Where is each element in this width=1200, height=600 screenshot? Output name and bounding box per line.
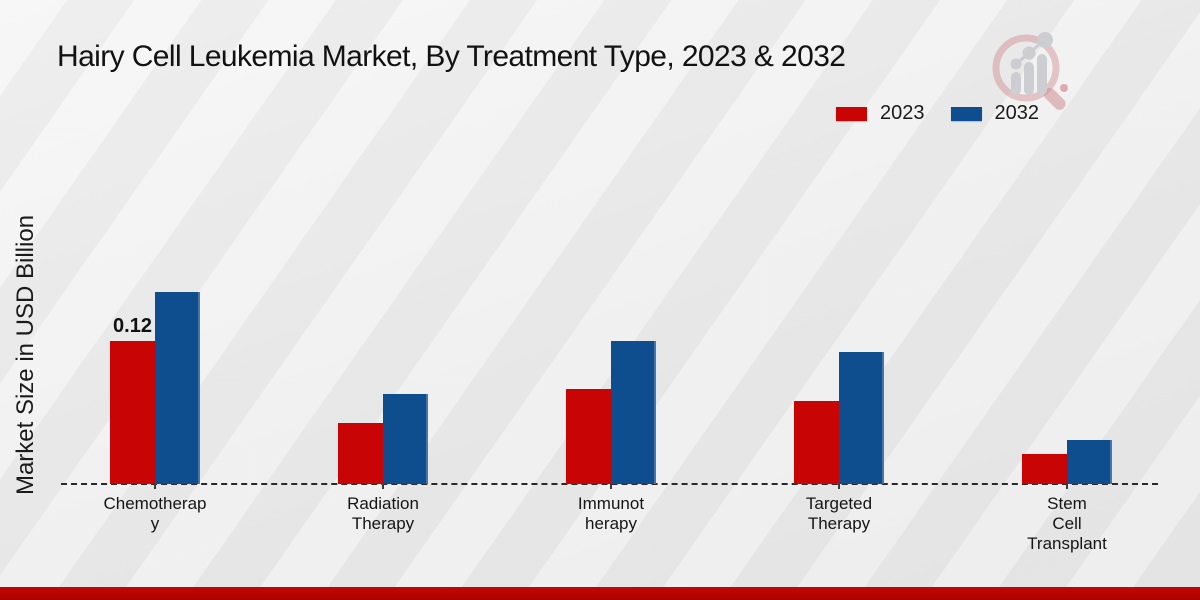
bar-2023-chemotherapy bbox=[110, 341, 155, 484]
bar-2032-chemotherapy bbox=[155, 292, 200, 484]
legend-label-2032: 2032 bbox=[994, 102, 1040, 124]
bar-2023-targeted-therapy bbox=[794, 401, 839, 484]
axis-tick bbox=[382, 484, 384, 489]
footer-accent-bar bbox=[0, 587, 1200, 600]
bar-2023-stem-cell-transplant bbox=[1022, 454, 1067, 484]
category-label-immunotherapy: Immunot herapy bbox=[577, 494, 645, 533]
category-label-stem-cell-transplant: Stem Cell Transplant bbox=[1027, 494, 1107, 553]
category-label-targeted-therapy: Targeted Therapy bbox=[805, 494, 873, 533]
chart-title: Hairy Cell Leukemia Market, By Treatment… bbox=[57, 40, 846, 73]
bar-value-label: 0.12 bbox=[113, 315, 152, 337]
axis-tick bbox=[610, 484, 612, 489]
bar-2023-immunotherapy bbox=[566, 389, 611, 484]
brand-watermark-icon bbox=[992, 32, 1068, 110]
legend-swatch-2023 bbox=[836, 106, 867, 121]
category-label-radiation-therapy: Radiation Therapy bbox=[347, 494, 419, 533]
bar-2032-radiation-therapy bbox=[383, 394, 428, 484]
legend-label-2023: 2023 bbox=[880, 102, 925, 124]
bar-2032-targeted-therapy bbox=[839, 352, 884, 484]
axis-tick bbox=[1066, 484, 1068, 489]
legend-item-2032: 2032 bbox=[950, 102, 1040, 125]
legend-item-2023: 2023 bbox=[836, 102, 925, 125]
axis-tick bbox=[838, 484, 840, 489]
axis-tick bbox=[154, 484, 156, 489]
bar-2023-radiation-therapy bbox=[338, 423, 383, 484]
bar-2032-stem-cell-transplant bbox=[1067, 440, 1112, 484]
x-axis-baseline bbox=[61, 483, 1158, 485]
category-label-chemotherapy: Chemotherap y bbox=[103, 494, 207, 533]
legend: 2023 2032 bbox=[836, 102, 1039, 125]
legend-swatch-2032 bbox=[950, 106, 982, 121]
bar-2032-immunotherapy bbox=[611, 341, 656, 484]
